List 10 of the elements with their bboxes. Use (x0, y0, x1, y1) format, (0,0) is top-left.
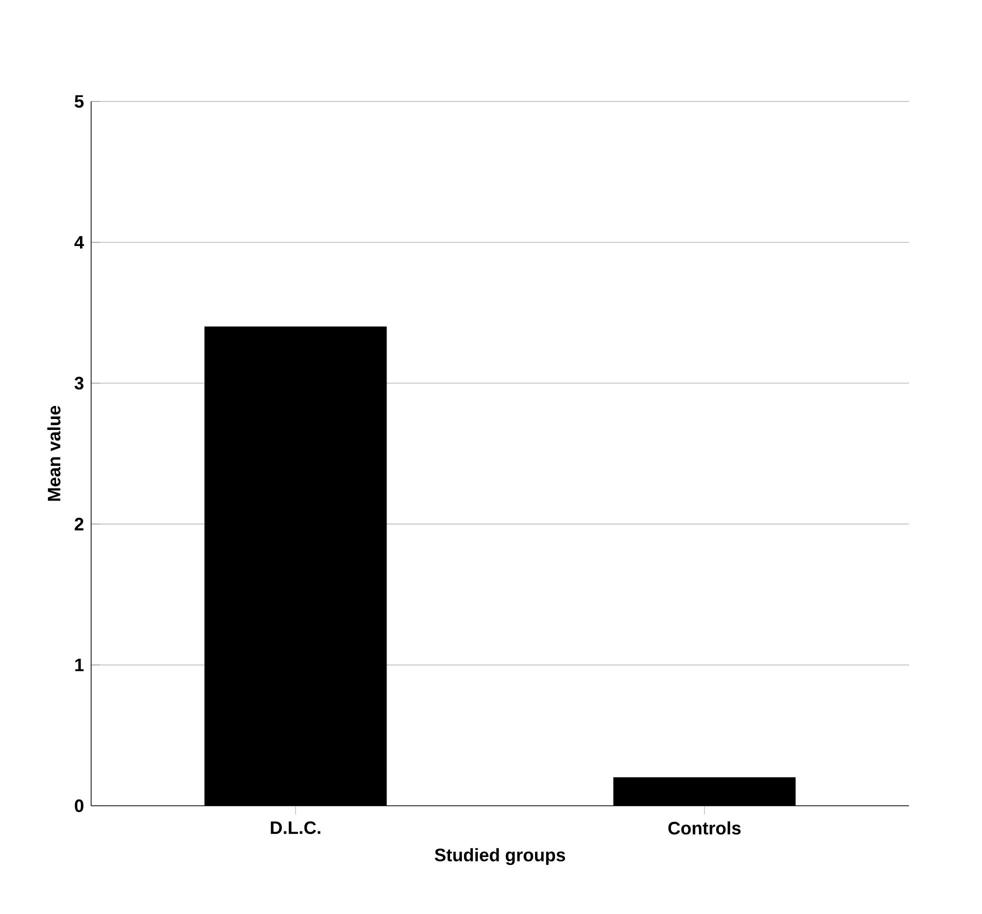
y-axis-title: Mean value (47, 406, 60, 501)
y-tick-label: 4 (74, 236, 84, 249)
x-tick-label: D.L.C. (270, 821, 320, 834)
y-tick-label: 1 (75, 658, 84, 672)
y-tick-label: 0 (74, 799, 84, 812)
y-tick-label: 3 (74, 376, 84, 390)
y-tick-label: 5 (74, 95, 84, 108)
x-tick-label: Controls (668, 821, 741, 835)
x-axis-title: Studied groups (434, 848, 566, 866)
y-tick-label: 2 (74, 518, 84, 530)
